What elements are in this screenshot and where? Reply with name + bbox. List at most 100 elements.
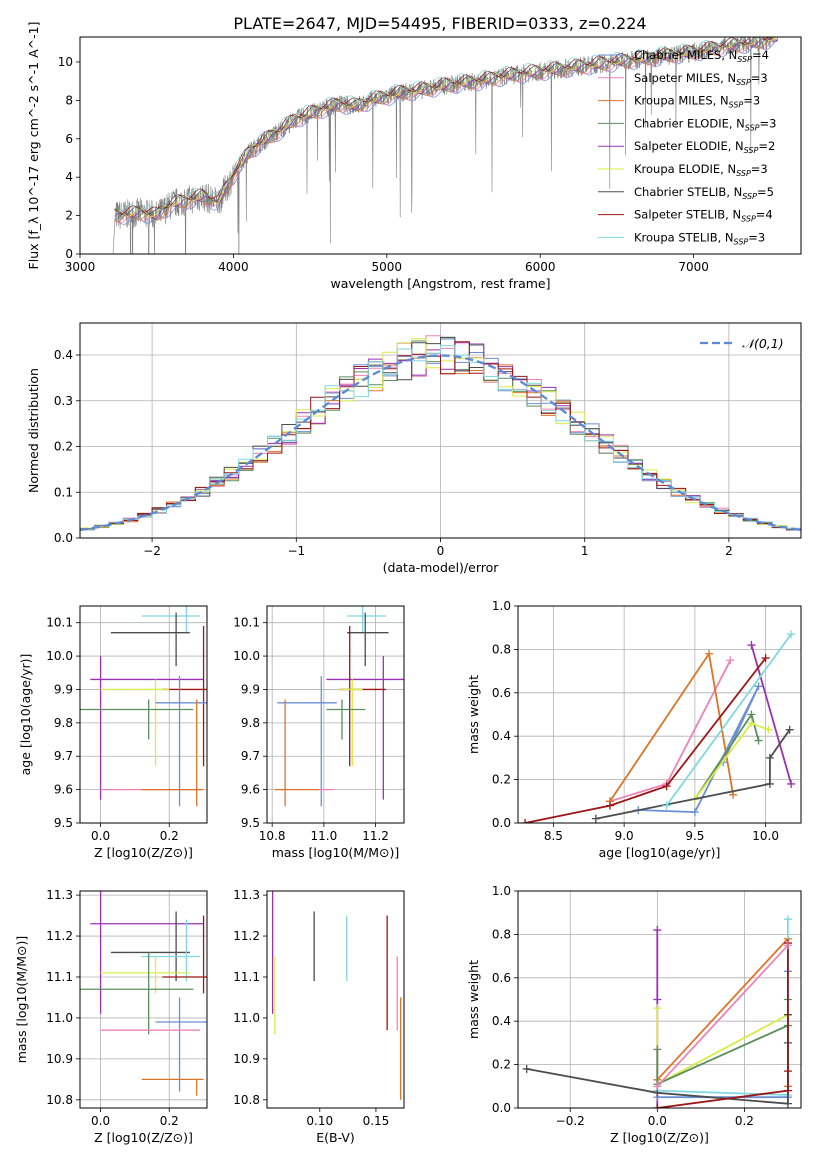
y-tick-label: 9.6 (241, 783, 260, 797)
axes-frame (517, 605, 802, 824)
x-tick-label: −1 (287, 544, 305, 558)
y-tick-label: 2 (65, 209, 73, 223)
y-axis-label: mass weight (466, 960, 481, 1039)
weight-marker (662, 801, 671, 810)
gaussian-curve (80, 354, 801, 532)
residuals-panel: −2 −1 0 1 2 0.0 0.1 0.2 0.3 0.4 (data-model)/error… (26, 322, 802, 575)
legend-entry: 𝒩(0,1) (742, 336, 784, 351)
model-spectrum (114, 37, 769, 215)
weight-marker (605, 801, 614, 810)
axes-frame (517, 890, 802, 1109)
weight-line (656, 1008, 789, 1086)
y-tick-label: 0.2 (54, 440, 73, 454)
legend-sub: SSP (745, 123, 760, 132)
weight-line (750, 644, 792, 785)
plot-area (522, 915, 792, 1108)
axes-frame (79, 36, 802, 255)
legend-text: =5 (757, 185, 774, 199)
x-tick-label: 7000 (678, 260, 709, 274)
y-axis-label: mass [log10(M/M⊙)] (14, 936, 29, 1064)
y-tick-label: 0.6 (492, 686, 511, 700)
x-axis-label: age [log10(age/yr)] (599, 845, 721, 860)
y-tick-label: 10.1 (233, 616, 260, 630)
plot-area (80, 606, 207, 807)
weight-line (524, 657, 767, 823)
y-tick-label: 11.3 (46, 888, 73, 902)
weight-marker (747, 719, 756, 728)
legend-sub: SSP (737, 55, 752, 64)
age-vs-mass-panel: 10.8 11.0 11.2 9.5 9.6 9.7 9.8 9.9 10.0 10.1 mass … (233, 605, 405, 860)
y-tick-label: 9.7 (241, 749, 260, 763)
legend-sub: SSP (744, 146, 759, 155)
weight-marker (765, 779, 774, 788)
legend-entry: Kroupa STELIB, NSSP=3 (634, 230, 765, 246)
weight-marker (653, 1045, 662, 1054)
x-tick-label: 0.10 (306, 1114, 333, 1128)
weight-marker (653, 995, 662, 1004)
massweight-vs-age-panel: 8.5 9.0 9.5 10.0 0.0 0.2 0.4 0.6 0.8 1.0 age [log1… (466, 599, 802, 860)
y-tick-label: 0 (65, 247, 73, 261)
legend-text: Kroupa ELODIE, N (634, 162, 736, 176)
x-tick-label: 1 (581, 544, 589, 558)
x-tick-label: 0.2 (735, 1114, 754, 1128)
weight-line (656, 999, 789, 1086)
y-tick-label: 9.9 (241, 682, 260, 696)
legend-text: =3 (751, 162, 768, 176)
y-tick-label: 11.1 (46, 970, 73, 984)
y-tick-label: 11.0 (233, 1011, 260, 1025)
x-tick-label: 2 (725, 544, 733, 558)
y-tick-label: 11.2 (233, 929, 260, 943)
y-tick-label: 10.0 (46, 649, 73, 663)
x-tick-label: 11.0 (311, 829, 338, 843)
x-tick-label: 0.0 (91, 829, 110, 843)
legend-text: Chabrier MILES, N (634, 48, 737, 62)
spectrum-panel: 3000 4000 5000 6000 7000 0 2 4 6 8 10 wavelength [A… (26, 22, 802, 291)
y-tick-label: 10.0 (233, 649, 260, 663)
plot-area (274, 606, 404, 807)
y-tick-label: 11.2 (46, 929, 73, 943)
plot-area (80, 335, 801, 532)
y-tick-label: 11.0 (46, 1011, 73, 1025)
plot-area (521, 630, 796, 823)
weight-marker (521, 819, 530, 823)
legend-sub: SSP (742, 192, 757, 201)
x-tick-label: 6000 (525, 260, 556, 274)
y-tick-label: 9.9 (54, 682, 73, 696)
legend-text: Kroupa STELIB, N (634, 230, 734, 244)
axes-frame (79, 605, 208, 824)
y-tick-label: 10.9 (46, 1052, 73, 1066)
figure-title: PLATE=2647, MJD=54495, FIBERID=0333, z=0… (233, 14, 646, 33)
legend-text: =2 (758, 139, 775, 153)
plot-area (80, 891, 207, 1096)
axes-frame (266, 605, 405, 824)
weight-marker (761, 654, 770, 663)
y-tick-label: 11.1 (233, 970, 260, 984)
legend-sub: SSP (736, 78, 751, 87)
x-tick-label: 9.0 (615, 829, 634, 843)
x-tick-label: 3000 (65, 260, 96, 274)
x-tick-label: 0.15 (363, 1114, 390, 1128)
weight-marker (783, 941, 792, 950)
legend-sub: SSP (741, 215, 756, 224)
weight-marker (783, 915, 792, 924)
y-tick-label: 0.0 (492, 1101, 511, 1115)
weight-line (595, 729, 791, 820)
legend-sub: SSP (736, 169, 751, 178)
weight-marker (765, 753, 774, 762)
weight-marker (783, 1099, 792, 1108)
legend-sub: SSP (729, 101, 744, 110)
x-axis-label: Z [log10(Z/Z⊙)] (94, 1130, 193, 1145)
legend-entry: Chabrier ELODIE, NSSP=3 (634, 116, 776, 132)
legend-entry: Salpeter STELIB, NSSP=4 (634, 208, 773, 224)
x-axis-label: wavelength [Angstrom, rest frame] (330, 276, 550, 291)
legend-text: Salpeter STELIB, N (634, 208, 741, 222)
x-axis-label: (data-model)/error (383, 560, 500, 575)
age-vs-z-panel: 0.0 0.2 9.5 9.6 9.7 9.8 9.9 10.0 10.1 Z [log10(Z/… (18, 605, 208, 860)
y-axis-label: Flux [f_λ 10^-17 erg cm^-2 s^-1 A^-1] (26, 22, 41, 270)
x-tick-label: 10.8 (259, 829, 286, 843)
legend-text: Kroupa MILES, N (634, 94, 729, 108)
weight-marker (653, 926, 662, 935)
x-tick-label: 0.2 (160, 1114, 179, 1128)
legend-entry: Chabrier STELIB, NSSP=5 (634, 185, 774, 201)
